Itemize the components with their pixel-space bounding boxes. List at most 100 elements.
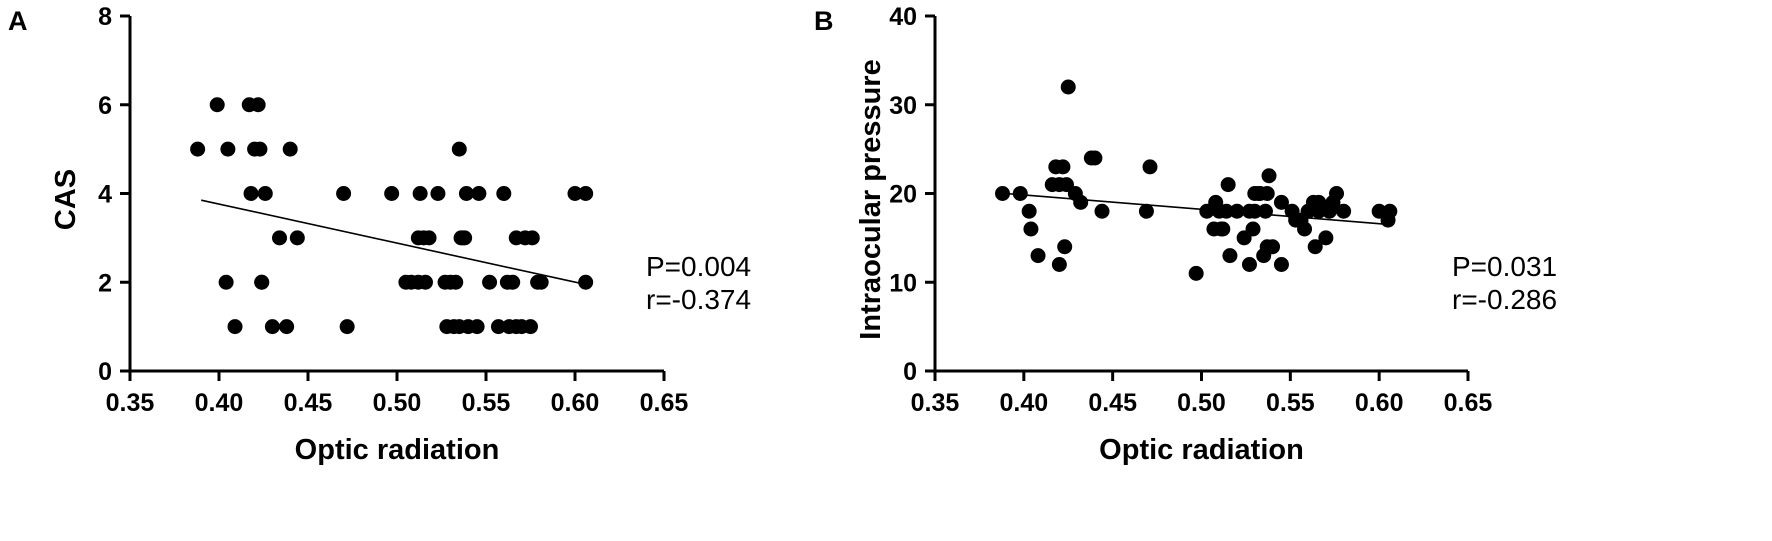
data-point	[1311, 194, 1327, 210]
data-point	[279, 319, 295, 335]
data-point	[1318, 230, 1334, 246]
data-point	[451, 141, 467, 157]
data-point	[336, 186, 352, 201]
data-point	[1060, 79, 1076, 95]
data-point	[567, 186, 583, 201]
data-point	[220, 141, 236, 157]
x-axis-title: Optic radiation	[1099, 434, 1304, 466]
data-point	[1241, 257, 1257, 272]
r-value-annotation: r=-0.374	[646, 284, 751, 315]
data-point	[1055, 159, 1071, 175]
p-value-annotation: P=0.004	[646, 251, 751, 282]
y-tick-label: 0	[98, 358, 112, 386]
x-tick-label: 0.50	[1177, 389, 1226, 417]
data-point	[1245, 221, 1261, 237]
data-point	[1329, 186, 1345, 201]
y-tick-label: 6	[98, 92, 112, 120]
data-point	[1307, 239, 1323, 255]
y-tick-label: 2	[98, 269, 112, 297]
x-tick-label: 0.45	[284, 389, 333, 417]
data-point	[1087, 150, 1103, 166]
data-point	[1023, 221, 1039, 237]
data-point	[430, 186, 446, 201]
data-point	[1057, 239, 1073, 255]
x-tick-label: 0.35	[106, 389, 155, 417]
y-tick-label: 40	[889, 3, 917, 31]
y-tick-label: 0	[903, 358, 917, 386]
data-point	[227, 319, 243, 335]
data-point	[1297, 221, 1313, 237]
data-point	[1222, 248, 1238, 264]
p-value-annotation: P=0.031	[1452, 251, 1557, 282]
y-tick-label: 8	[98, 3, 112, 31]
x-tick-label: 0.50	[373, 389, 422, 417]
data-point	[339, 319, 355, 335]
data-point	[421, 230, 437, 246]
data-point	[448, 274, 464, 290]
data-point	[457, 230, 473, 246]
data-point	[257, 186, 273, 201]
panel-label: A	[8, 6, 28, 36]
data-point	[1012, 186, 1028, 201]
x-tick-label: 0.45	[1088, 389, 1137, 417]
data-point	[1261, 168, 1277, 184]
data-point	[250, 97, 266, 113]
data-point	[1094, 203, 1110, 219]
data-point	[533, 274, 549, 290]
r-value-annotation: r=-0.286	[1452, 284, 1557, 315]
data-point	[1073, 194, 1089, 210]
data-point	[1259, 186, 1275, 201]
data-point	[1220, 177, 1236, 193]
x-tick-label: 0.60	[1355, 389, 1404, 417]
data-point	[1218, 203, 1234, 219]
data-point	[264, 319, 280, 335]
data-point	[469, 319, 485, 335]
data-point	[505, 274, 521, 290]
x-tick-label: 0.55	[1266, 389, 1315, 417]
data-point	[1138, 203, 1154, 219]
x-tick-label: 0.65	[640, 389, 689, 417]
data-point	[1265, 239, 1281, 255]
data-point	[209, 97, 225, 113]
data-point	[1336, 203, 1352, 219]
y-tick-label: 4	[98, 181, 112, 209]
data-point	[417, 274, 433, 290]
x-tick-label: 0.35	[911, 389, 960, 417]
data-point	[252, 141, 268, 157]
x-axis-title: Optic radiation	[295, 434, 500, 466]
data-point	[1247, 203, 1263, 219]
panel-a: A 0.35 0.40 0.45 0.50 0.55 0.60 0.65 0 2 4 6 8 Optic …	[8, 3, 751, 466]
data-point	[524, 230, 540, 246]
data-point	[272, 230, 288, 246]
data-point	[1188, 265, 1204, 281]
y-tick-label: 20	[889, 181, 917, 209]
data-point	[496, 186, 512, 201]
data-point	[1030, 248, 1046, 264]
data-point	[1257, 203, 1273, 219]
panel-label: B	[814, 6, 834, 36]
data-point	[490, 319, 506, 335]
data-point	[578, 274, 594, 290]
data-point	[995, 186, 1011, 201]
data-point	[482, 274, 498, 290]
x-tick-label: 0.40	[999, 389, 1048, 417]
x-tick-label: 0.65	[1444, 389, 1493, 417]
data-point	[254, 274, 270, 290]
y-axis-title: CAS	[50, 169, 82, 230]
regression-line	[201, 199, 586, 286]
data-point	[1215, 221, 1231, 237]
y-tick-label: 10	[889, 269, 917, 297]
data-point	[282, 141, 298, 157]
data-point	[471, 186, 487, 201]
data-point	[1021, 203, 1037, 219]
data-point	[289, 230, 305, 246]
data-point	[458, 186, 474, 201]
data-point	[190, 141, 206, 157]
x-tick-label: 0.60	[551, 389, 600, 417]
x-tick-label: 0.40	[195, 389, 244, 417]
data-point	[1273, 257, 1289, 272]
x-tick-label: 0.55	[462, 389, 511, 417]
data-point	[384, 186, 400, 201]
data-point	[218, 274, 234, 290]
